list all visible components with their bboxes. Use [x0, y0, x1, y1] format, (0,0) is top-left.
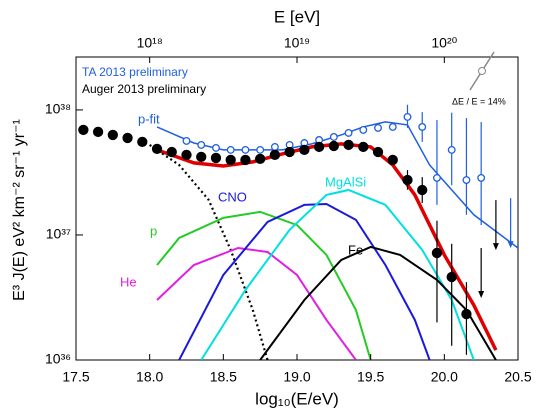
data-point-filled [210, 152, 222, 164]
model-curve [178, 202, 431, 360]
y-tick-label: 10³⁶ [45, 351, 71, 367]
x-tick-label: 17.5 [62, 369, 89, 385]
x2-tick-label: 10²⁰ [431, 35, 457, 51]
x-axis-label: log₁₀(E/eV) [255, 389, 339, 408]
data-point-filled [313, 141, 325, 153]
data-point-filled [387, 154, 398, 166]
upper-limit [507, 198, 514, 249]
data-point-open [418, 122, 427, 131]
data-point-open [374, 123, 382, 132]
x-tick-label: 20.5 [504, 369, 531, 385]
data-point-filled [240, 154, 251, 166]
data-point-open [270, 142, 279, 151]
y-tick-label: 10³⁸ [45, 101, 71, 117]
data-point-filled [358, 141, 369, 153]
x-tick-label: 19.0 [283, 369, 310, 385]
data-point-open [226, 145, 235, 154]
data-point-filled [151, 143, 163, 155]
data-point-filled [431, 247, 443, 259]
data-point-filled [284, 146, 295, 158]
x-tick-label: 18.0 [136, 369, 163, 385]
data-point-open [359, 125, 368, 134]
curve-label: p-fit [138, 111, 160, 126]
upper-limit [492, 200, 499, 251]
data-point-open [256, 145, 265, 154]
model-curve [156, 210, 372, 360]
model-curve [259, 245, 497, 360]
curve-label: CNO [218, 189, 247, 204]
annotation: ΔE / E = 14% [452, 96, 506, 106]
data-point-filled [343, 139, 354, 151]
data-point-open [462, 176, 471, 184]
upper-limit-arrow [478, 290, 485, 298]
data-point-filled [328, 140, 339, 152]
data-point-open [197, 140, 206, 149]
data-point-filled [107, 129, 118, 141]
upper-limit [478, 247, 485, 298]
data-point-open [182, 136, 191, 145]
data-point-filled [92, 126, 104, 138]
data-point-filled [196, 151, 207, 163]
data-point-open [447, 145, 456, 154]
data-point-open [241, 145, 250, 154]
data-point-open [344, 128, 353, 137]
model-curve [156, 246, 357, 360]
data-point-filled [78, 124, 89, 136]
data-point-filled [122, 132, 133, 144]
plot-area [78, 104, 518, 360]
legend-entry: TA 2013 preliminary [82, 65, 188, 79]
data-point-filled [461, 308, 472, 320]
data-point-open [477, 173, 486, 182]
upper-limit-arrow [492, 243, 499, 251]
x-tick-label: 20.0 [431, 369, 458, 385]
x2-axis-label: E [eV] [274, 7, 320, 26]
data-point-filled [137, 136, 148, 148]
model-curve [156, 142, 498, 351]
upper-limit-arrow [507, 241, 514, 249]
data-point-filled [402, 174, 413, 186]
x2-tick-label: 10¹⁸ [137, 35, 163, 51]
curve-label: p [150, 223, 157, 238]
x2-tick-label: 10¹⁹ [284, 35, 310, 51]
data-point-filled [269, 149, 281, 161]
data-point-open [329, 132, 338, 141]
data-point-filled [446, 271, 457, 283]
data-point-open [403, 112, 412, 121]
y-tick-label: 10³⁷ [46, 226, 71, 242]
curve-label: He [120, 274, 137, 289]
data-point-open [433, 173, 441, 182]
data-point-filled [181, 149, 192, 161]
x-tick-label: 19.5 [357, 369, 384, 385]
x-tick-label: 18.5 [210, 369, 237, 385]
curve-label: MgAlSi [325, 174, 366, 189]
energy-scale-marker [478, 67, 486, 75]
data-point-open [388, 122, 397, 131]
data-point-filled [166, 146, 177, 158]
data-point-filled [299, 144, 310, 156]
data-point-open [212, 143, 220, 152]
curve-label: Fe [348, 242, 363, 257]
legend-entry: Auger 2013 preliminary [82, 82, 206, 96]
data-point-filled [417, 184, 428, 196]
y-axis-label: E³ J(E) eV² km⁻² sr⁻¹ yr⁻¹ [11, 119, 28, 301]
data-point-filled [372, 146, 384, 158]
data-point-filled [225, 154, 236, 166]
data-point-filled [255, 153, 266, 165]
model-curve [200, 188, 475, 360]
